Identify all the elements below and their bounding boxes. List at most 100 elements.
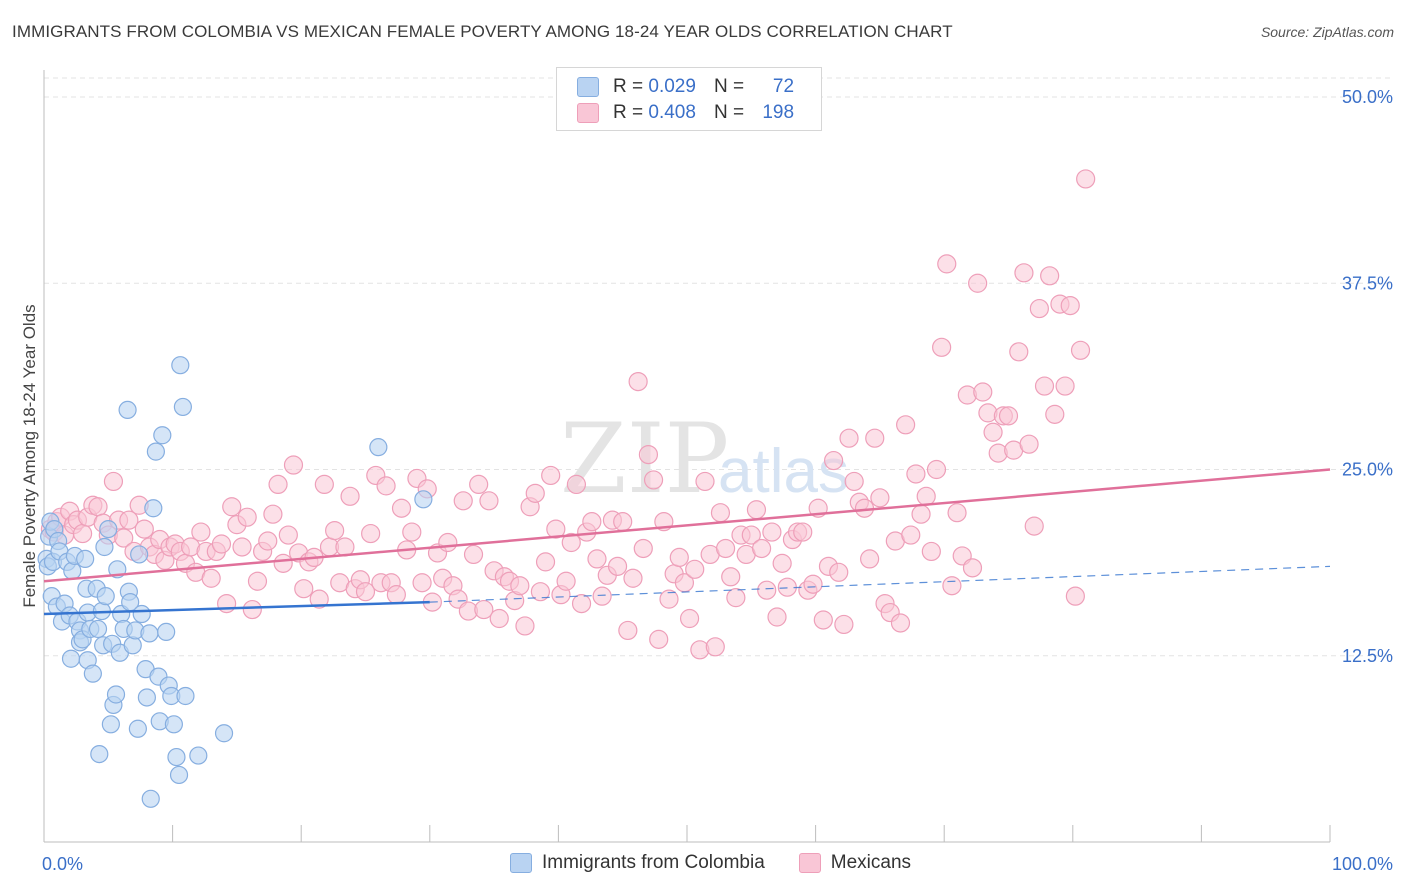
- mexicans-point: [263, 504, 283, 524]
- mexicans-point: [607, 556, 628, 576]
- mexicans-point: [247, 571, 268, 591]
- mexicans-point: [633, 538, 653, 559]
- colombia-point: [99, 519, 118, 539]
- mexicans-point: [803, 574, 823, 594]
- y-tick-label: 25.0%: [1342, 460, 1393, 480]
- mexicans-point: [772, 553, 792, 573]
- colombia-point: [101, 715, 120, 734]
- colombia-point: [96, 587, 115, 606]
- mexicans-point: [690, 640, 710, 660]
- mexicans-point: [376, 476, 396, 496]
- mexicans-point: [335, 537, 355, 557]
- legend-label-colombia: Immigrants from Colombia: [542, 852, 765, 873]
- legend-item-colombia[interactable]: Immigrants from Colombia: [510, 852, 765, 874]
- mexicans-point: [762, 522, 782, 542]
- mexicans-point: [314, 474, 334, 494]
- mexicans-point: [515, 616, 535, 636]
- mexicans-point: [1070, 340, 1091, 360]
- mexicans-point: [721, 567, 741, 587]
- colombia-point: [164, 715, 183, 734]
- mexicans-point: [973, 382, 993, 402]
- stats-row-colombia: R = 0.029 N = 72: [577, 75, 794, 99]
- mexicans-point: [237, 507, 257, 527]
- mexicans-point: [309, 589, 329, 609]
- colombia-point: [95, 537, 114, 557]
- mexicans-point: [489, 608, 509, 629]
- mexicans-point: [865, 428, 885, 448]
- mexicans-point: [103, 471, 124, 492]
- mexicans-point: [386, 585, 406, 605]
- mexicans-point: [978, 403, 998, 423]
- mexicans-point: [710, 503, 731, 523]
- colombia-point: [140, 624, 159, 643]
- colombia-point: [63, 561, 82, 580]
- mexicans-point: [813, 610, 833, 630]
- mexicans-point: [479, 491, 499, 511]
- colombia-point: [173, 397, 192, 417]
- stats-legend: R = 0.029 N = 72 R = 0.408 N = 198: [556, 67, 822, 131]
- mexicans-point: [937, 254, 957, 274]
- r-label: R =: [613, 102, 644, 123]
- mexicans-point: [114, 528, 134, 548]
- mexicans-point: [896, 415, 916, 435]
- legend-label-mexicans: Mexicans: [830, 852, 912, 873]
- mexicans-point: [824, 450, 844, 471]
- mexicans-point: [566, 474, 587, 494]
- mexicans-point: [962, 558, 983, 578]
- mexicans-point: [525, 483, 545, 503]
- mexicans-point: [294, 579, 314, 599]
- mexicans-point: [685, 559, 705, 579]
- mexicans-swatch: [798, 853, 821, 873]
- mexicans-point: [1055, 376, 1075, 396]
- mexicans-point: [402, 522, 422, 542]
- mexicans-point: [793, 522, 813, 542]
- mexicans-point: [628, 371, 648, 392]
- mexicans-point: [191, 522, 211, 542]
- colombia-point: [214, 724, 234, 743]
- mexicans-point: [757, 580, 777, 600]
- mexicans-point: [767, 607, 787, 627]
- mexicans-point: [1019, 434, 1039, 454]
- mexicans-point: [844, 471, 864, 492]
- series-legend: Immigrants from Colombia Mexicans: [510, 852, 945, 874]
- colombia-point: [123, 636, 142, 655]
- mexicans-point: [582, 512, 602, 532]
- mexicans-point: [921, 541, 941, 562]
- mexicans-point: [211, 534, 232, 554]
- mexicans-point: [901, 525, 921, 545]
- mexicans-point: [715, 538, 736, 559]
- legend-item-mexicans[interactable]: Mexicans: [798, 852, 912, 874]
- colombia-point: [88, 619, 108, 639]
- mexicans-point: [746, 500, 767, 520]
- colombia-point: [414, 490, 433, 509]
- mexicans-point: [510, 576, 530, 596]
- mexicans-point: [361, 523, 381, 544]
- mexicans-point: [618, 620, 638, 641]
- mexicans-point: [638, 445, 659, 465]
- mexicans-point: [530, 582, 550, 602]
- mexicans-point: [134, 519, 154, 539]
- mexicans-point: [926, 459, 947, 480]
- mexicans-point: [119, 510, 139, 530]
- colombia-point: [171, 356, 190, 375]
- r-value: 0.029: [648, 76, 696, 97]
- chart-title: IMMIGRANTS FROM COLOMBIA VS MEXICAN FEMA…: [12, 22, 953, 41]
- mexicans-swatch: [577, 103, 599, 123]
- mexicans-point: [705, 637, 725, 657]
- mexicans-point: [273, 553, 293, 573]
- colombia-point: [153, 426, 172, 445]
- colombia-point: [369, 438, 388, 457]
- mexicans-point: [932, 337, 952, 357]
- mexicans-point: [1076, 169, 1096, 189]
- mexicans-point: [911, 504, 931, 524]
- colombia-point: [176, 686, 195, 706]
- colombia-point: [169, 765, 189, 785]
- mexicans-point: [968, 273, 988, 293]
- grid-lines: [44, 77, 1392, 657]
- y-tick-label: 12.5%: [1342, 646, 1393, 666]
- mexicans-point: [242, 599, 262, 620]
- colombia-swatch: [577, 77, 599, 97]
- x-tick-label: 100.0%: [1332, 854, 1393, 874]
- colombia-point: [90, 744, 109, 764]
- mexicans-point: [751, 538, 772, 559]
